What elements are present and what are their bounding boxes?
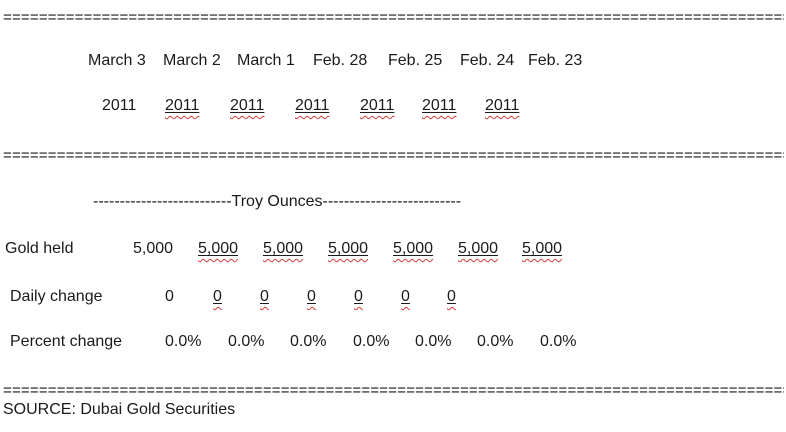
value-text: 5,000 [393,240,434,257]
value-cell: 0 [213,287,222,307]
value-cell: 0.0% [228,333,265,350]
value-cell: 0 [447,287,456,307]
value-text: 0 [260,288,269,305]
value-cell: 5,000 [263,239,303,259]
year-text: 2011 [295,97,330,114]
source-row: SOURCE: Dubai Gold Securities [0,400,786,420]
column-header-date: March 3 [88,52,146,69]
year-text: 2011 [165,97,200,114]
column-header-year: 2011 [422,96,456,116]
source-line: SOURCE: Dubai Gold Securities [3,401,236,418]
unit-header-row: --------------------------Troy Ounces---… [0,192,786,212]
value-cell: 5,000 [198,239,238,259]
separator-line-middle: ========================================… [3,147,784,164]
value-cell: 5,000 [522,239,562,259]
column-header-date: March 2 [163,52,221,69]
value-text: 0 [401,288,410,305]
year-text: 2011 [360,97,395,114]
column-header-date: March 1 [237,52,295,69]
value-cell: 0.0% [165,333,202,350]
value-cell: 0.0% [290,333,327,350]
column-header-date: Feb. 25 [388,52,443,69]
value-cell: 0 [307,287,316,307]
year-header-row: 2011 2011 2011 2011 2011 2011 2011 [0,96,786,116]
column-header-year: 2011 [230,96,264,116]
value-text: 0 [447,288,456,305]
column-header-year: 2011 [165,96,199,116]
row-label: Gold held [5,240,74,257]
data-row-daily-change: Daily change 0 0 0 0 0 0 0 [0,287,786,307]
value-cell: 0.0% [540,333,577,350]
value-text: 5,000 [263,240,304,257]
year-text: 2011 [230,97,265,114]
separator-line-top: ========================================… [3,9,784,26]
column-header-year: 2011 [102,97,137,114]
value-text: 0 [354,288,363,305]
column-header-date: Feb. 28 [313,52,368,69]
value-text: 5,000 [328,240,369,257]
column-header-year: 2011 [360,96,394,116]
year-text: 2011 [422,97,457,114]
value-cell: 5,000 [393,239,433,259]
value-text: 0 [213,288,222,305]
column-header-date: Feb. 23 [528,52,583,69]
value-text: 0 [307,288,316,305]
value-cell: 0.0% [353,333,390,350]
value-cell: 0.0% [477,333,514,350]
value-cell: 5,000 [458,239,498,259]
date-header-row: March 3 March 2 March 1 Feb. 28 Feb. 25 … [0,51,786,71]
value-cell: 5,000 [133,240,174,257]
value-cell: 0 [354,287,363,307]
value-cell: 0 [260,287,269,307]
value-text: 5,000 [522,240,563,257]
column-header-year: 2011 [485,96,519,116]
value-text: 5,000 [458,240,499,257]
column-header-date: Feb. 24 [460,52,515,69]
data-row-gold-held: Gold held 5,000 5,000 5,000 5,000 5,000 … [0,239,786,259]
value-cell: 0.0% [415,333,452,350]
data-row-percent-change: Percent change 0.0% 0.0% 0.0% 0.0% 0.0% … [0,332,786,352]
unit-header: --------------------------Troy Ounces---… [93,193,462,210]
row-label: Daily change [10,288,103,305]
value-text: 5,000 [198,240,239,257]
column-header-year: 2011 [295,96,329,116]
value-cell: 5,000 [328,239,368,259]
value-cell: 0 [165,288,174,305]
value-cell: 0 [401,287,410,307]
separator-line-bottom: ========================================… [3,382,784,399]
year-text: 2011 [485,97,520,114]
row-label: Percent change [10,333,123,350]
